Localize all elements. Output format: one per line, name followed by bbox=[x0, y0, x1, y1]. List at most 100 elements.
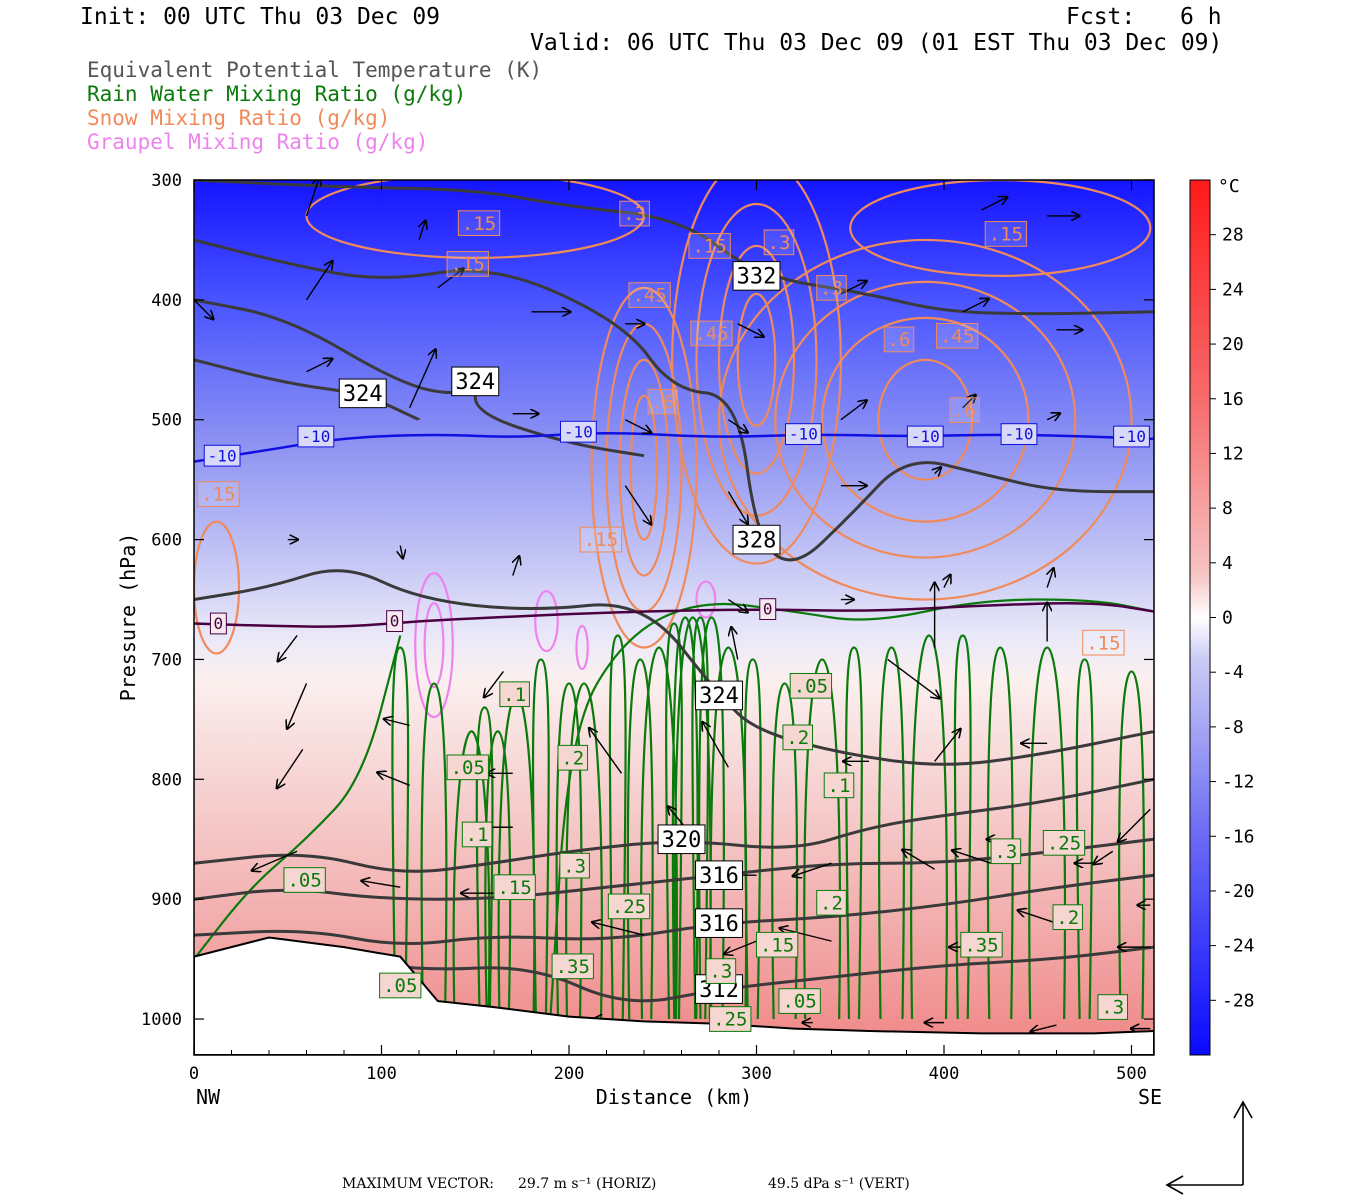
x-tick-label: 200 bbox=[554, 1064, 585, 1084]
wind-vector bbox=[727, 491, 748, 525]
rain-contour bbox=[671, 616, 699, 1020]
rain-contour bbox=[665, 622, 683, 1020]
label-text: .15 bbox=[451, 254, 485, 276]
y-tick-label: 700 bbox=[151, 650, 182, 670]
colorbar-tick-label: -16 bbox=[1222, 826, 1255, 847]
rain-contour bbox=[626, 658, 654, 1020]
y-tick-label: 800 bbox=[151, 770, 182, 790]
rain-contour bbox=[953, 634, 972, 1020]
theta-e-label: 316 bbox=[695, 908, 743, 938]
label-text: .25 bbox=[612, 896, 646, 918]
rain-contour bbox=[845, 646, 863, 1020]
label-box bbox=[557, 744, 589, 771]
rain-label: .05 bbox=[446, 754, 489, 781]
rain-label: .25 bbox=[607, 893, 651, 920]
theta-e-label: 332 bbox=[732, 261, 781, 291]
wind-vector bbox=[624, 485, 651, 525]
label-text: .05 bbox=[383, 975, 417, 997]
label-text: .1 bbox=[503, 684, 526, 706]
label-box bbox=[705, 958, 737, 984]
label-box bbox=[732, 524, 781, 555]
colorbar-tick-label: 24 bbox=[1222, 279, 1244, 300]
label-box bbox=[493, 874, 536, 901]
label-box bbox=[984, 221, 1028, 247]
wind-vector bbox=[513, 556, 520, 576]
wind-vector bbox=[484, 671, 504, 697]
wind-vector bbox=[727, 598, 748, 613]
label-text: .25 bbox=[713, 1009, 747, 1031]
label-text: 0 bbox=[214, 614, 224, 633]
isotherm-label: -10 bbox=[1113, 425, 1150, 448]
wind-vector bbox=[400, 545, 403, 559]
label-box bbox=[559, 852, 590, 879]
label-box bbox=[906, 425, 944, 448]
label-box bbox=[935, 322, 979, 349]
wind-vector bbox=[408, 349, 436, 409]
snow-label: .15 bbox=[579, 526, 623, 553]
label-text: -10 bbox=[911, 427, 940, 446]
wind-vector bbox=[1018, 910, 1057, 924]
wind-vector bbox=[731, 627, 739, 660]
y-tick-label: 500 bbox=[151, 411, 182, 431]
wind-vector bbox=[1031, 1024, 1057, 1032]
x-tick-label: 300 bbox=[741, 1064, 772, 1084]
label-box bbox=[695, 680, 743, 711]
label-box bbox=[816, 889, 847, 916]
wind-vector bbox=[624, 419, 651, 433]
label-box bbox=[782, 724, 814, 751]
rain-label: .05 bbox=[379, 972, 422, 999]
rain-label: .05 bbox=[283, 867, 326, 893]
valid-time: Valid: 06 UTC Thu 03 Dec 09 (01 EST Thu … bbox=[530, 30, 1223, 56]
wind-vector bbox=[981, 197, 1008, 211]
colorbar-tick-label: -28 bbox=[1222, 990, 1255, 1011]
label-box bbox=[883, 326, 915, 353]
label-box bbox=[1052, 904, 1084, 931]
colorbar-tick-label: -20 bbox=[1222, 881, 1255, 902]
rain-label: .15 bbox=[493, 874, 536, 901]
label-text: .1 bbox=[466, 824, 489, 846]
rain-label: .1 bbox=[461, 821, 493, 848]
label-text: .15 bbox=[584, 529, 618, 551]
rain-contour bbox=[1118, 670, 1145, 1020]
label-text: .2 bbox=[1056, 907, 1079, 929]
label-box bbox=[297, 425, 335, 448]
label-box bbox=[551, 953, 594, 980]
rain-label: .35 bbox=[960, 931, 1003, 958]
wind-vector bbox=[840, 281, 867, 295]
theta-e-contour bbox=[194, 180, 1154, 316]
label-text: .3 bbox=[768, 232, 791, 254]
label-box bbox=[823, 772, 855, 799]
wind-vector bbox=[1047, 568, 1054, 588]
label-box bbox=[709, 1006, 752, 1032]
label-text: .2 bbox=[820, 892, 843, 914]
label-box bbox=[732, 261, 781, 291]
label-text: .2 bbox=[561, 747, 584, 769]
rain-contour bbox=[691, 616, 710, 1020]
snow-label: .15 bbox=[457, 210, 501, 237]
label-text: .45 bbox=[694, 323, 728, 345]
label-box bbox=[451, 366, 500, 397]
label-box bbox=[379, 972, 422, 999]
rain-contour bbox=[565, 682, 603, 1020]
snow-label: .3 bbox=[763, 229, 795, 256]
label-text: .15 bbox=[201, 484, 235, 506]
label-text: 324 bbox=[343, 382, 383, 407]
theta-e-label: 320 bbox=[657, 824, 706, 855]
label-text: -10 bbox=[789, 425, 818, 444]
label-text: 0 bbox=[390, 612, 400, 631]
isotherm-zero bbox=[194, 601, 1154, 628]
snow-label: .15 bbox=[984, 221, 1028, 247]
label-text: .05 bbox=[782, 991, 816, 1013]
isotherm-label: -10 bbox=[559, 420, 597, 443]
colorbar-tick-label: -12 bbox=[1222, 772, 1255, 793]
rain-contour bbox=[549, 598, 1154, 1020]
isotherm-label: 0 bbox=[209, 612, 227, 635]
graupel-contour bbox=[423, 602, 445, 689]
theta-e-label: 324 bbox=[451, 366, 500, 397]
y-tick-label: 400 bbox=[151, 291, 182, 311]
label-box bbox=[695, 860, 743, 891]
label-text: 0 bbox=[763, 600, 773, 619]
wind-vector bbox=[793, 862, 832, 876]
label-text: .2 bbox=[786, 727, 809, 749]
